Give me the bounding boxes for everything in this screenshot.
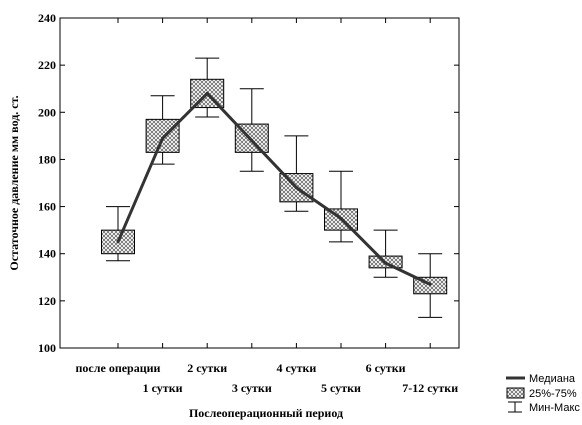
whisker [284, 135, 309, 212]
median-line-group [116, 91, 432, 286]
y-axis: 100 120 140 160 180 200 220 240 [38, 11, 459, 355]
y-tick-label: 100 [38, 341, 56, 355]
y-tick-label: 120 [38, 294, 56, 308]
legend-label-median: Медиана [529, 373, 576, 385]
whisker [418, 253, 443, 318]
legend-item-iqr: 25%-75% [506, 387, 577, 400]
x-tick-label: 1 сутки [143, 381, 183, 395]
x-tick-label: после операции [76, 361, 161, 375]
y-tick-label: 180 [38, 152, 56, 166]
whisker [150, 95, 175, 165]
median-line [116, 91, 431, 286]
y-tick-label: 200 [38, 105, 56, 119]
y-tick-label: 220 [38, 58, 56, 72]
median-point [294, 186, 298, 190]
whiskers [106, 57, 443, 318]
legend-item-minmax: Мин-Макс [508, 401, 580, 414]
x-tick-label: 6 сутки [366, 361, 406, 375]
median-point [116, 240, 120, 244]
legend-label-minmax: Мин-Макс [529, 402, 580, 414]
x-tick-label: 7-12 сутки [402, 381, 458, 395]
y-axis-title: Остаточное давление мм вод. ст. [7, 95, 21, 270]
median-point [250, 139, 254, 143]
whisker [329, 170, 353, 243]
whisker [239, 88, 264, 172]
boxes [101, 78, 448, 295]
legend: Медиана 25%-75% Мин-Макс [506, 373, 580, 414]
x-tick-label: 5 сутки [321, 381, 361, 395]
x-tick-label: 3 сутки [232, 381, 272, 395]
y-tick-label: 240 [38, 11, 56, 25]
x-axis-title: Послеоперационный период [189, 406, 343, 420]
x-tick-label: 4 сутки [276, 361, 316, 375]
y-tick-label: 160 [38, 200, 56, 214]
whisker [373, 229, 398, 278]
x-tick-label: 2 сутки [187, 361, 227, 375]
median-point [339, 216, 343, 220]
plot-frame [59, 17, 460, 349]
median-point [161, 136, 165, 140]
legend-label-iqr: 25%-75% [529, 388, 577, 400]
iqr-box [145, 118, 180, 153]
whisker [195, 57, 220, 118]
legend-item-median: Медиана [506, 373, 576, 385]
x-axis: после операции 1 сутки 2 сутки 3 сутки 4 сут… [76, 18, 458, 395]
whisker [106, 206, 130, 262]
median-point [384, 261, 388, 265]
y-tick-label: 140 [38, 247, 56, 261]
median-point [205, 91, 209, 95]
median-point [428, 282, 432, 286]
